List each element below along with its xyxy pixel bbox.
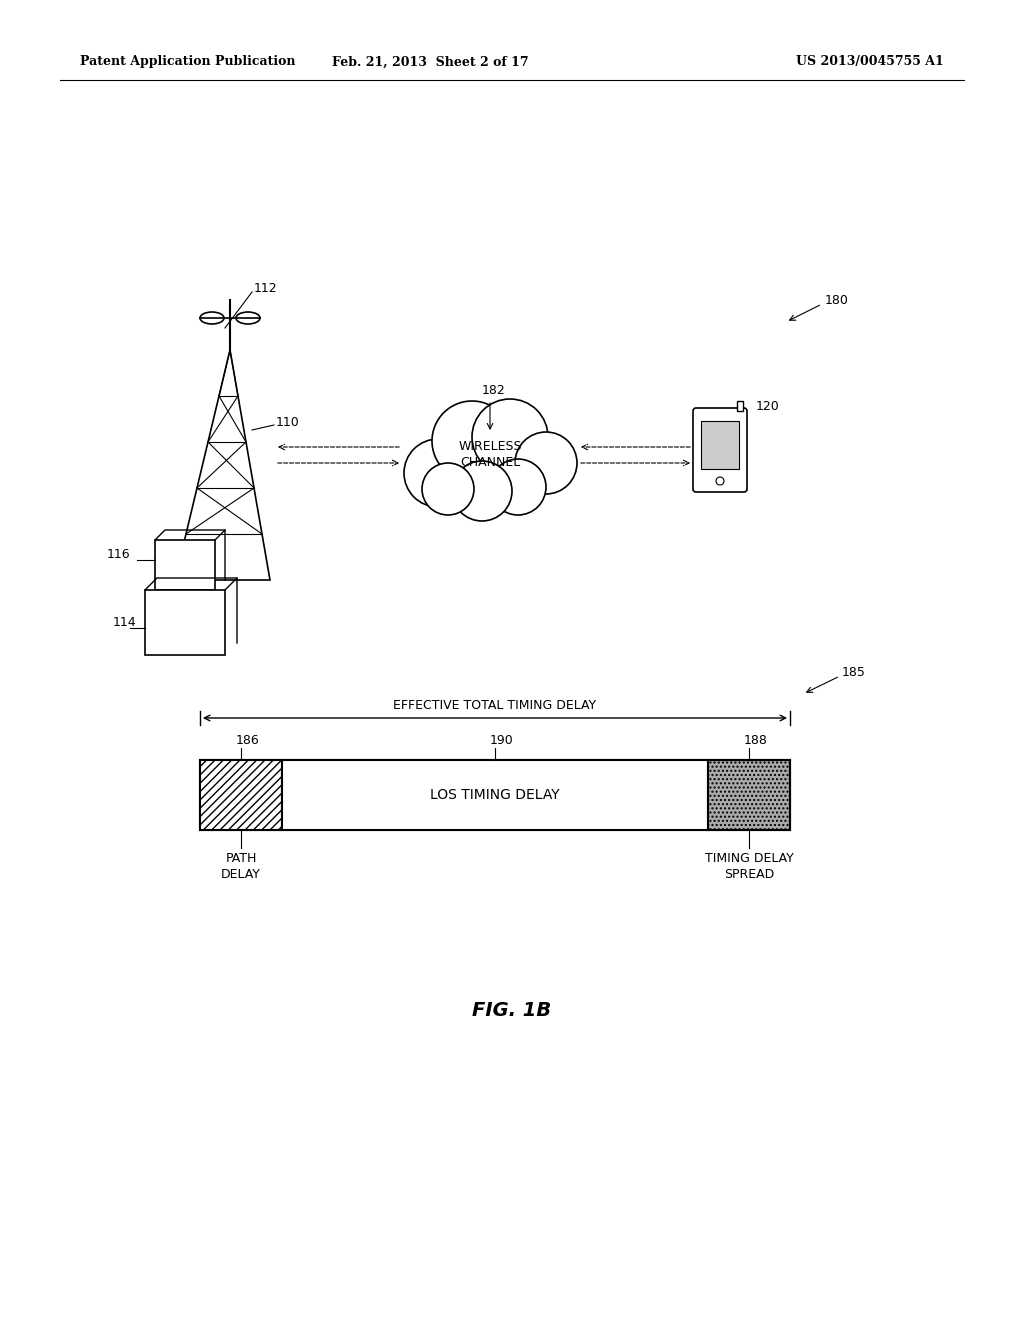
FancyBboxPatch shape [200, 760, 282, 830]
Text: WIRELESS: WIRELESS [459, 441, 522, 454]
Text: 116: 116 [106, 549, 131, 561]
Text: TIMING DELAY: TIMING DELAY [705, 851, 794, 865]
FancyBboxPatch shape [701, 421, 739, 469]
Text: 110: 110 [276, 416, 300, 429]
Circle shape [404, 440, 472, 507]
FancyBboxPatch shape [737, 401, 743, 411]
Text: 112: 112 [254, 281, 278, 294]
Circle shape [452, 461, 512, 521]
Text: LOS TIMING DELAY: LOS TIMING DELAY [430, 788, 560, 803]
Text: DELAY: DELAY [221, 869, 261, 880]
Text: 190: 190 [490, 734, 514, 747]
Circle shape [472, 399, 548, 475]
Circle shape [515, 432, 577, 494]
Circle shape [422, 463, 474, 515]
Text: 185: 185 [842, 665, 866, 678]
Text: 120: 120 [756, 400, 779, 412]
FancyBboxPatch shape [708, 760, 790, 830]
Circle shape [490, 459, 546, 515]
FancyBboxPatch shape [282, 760, 708, 830]
FancyBboxPatch shape [693, 408, 746, 492]
Circle shape [716, 477, 724, 484]
Text: Feb. 21, 2013  Sheet 2 of 17: Feb. 21, 2013 Sheet 2 of 17 [332, 55, 528, 69]
Text: 114: 114 [113, 616, 136, 630]
Text: US 2013/0045755 A1: US 2013/0045755 A1 [797, 55, 944, 69]
Text: EFFECTIVE TOTAL TIMING DELAY: EFFECTIVE TOTAL TIMING DELAY [393, 700, 597, 711]
FancyBboxPatch shape [155, 540, 215, 590]
Text: PATH: PATH [225, 851, 257, 865]
Ellipse shape [200, 312, 224, 323]
FancyBboxPatch shape [145, 590, 225, 655]
Text: SPREAD: SPREAD [724, 869, 774, 880]
FancyBboxPatch shape [200, 760, 790, 830]
Text: 180: 180 [825, 293, 849, 306]
Text: 186: 186 [236, 734, 260, 747]
Text: FIG. 1B: FIG. 1B [472, 1001, 552, 1019]
Circle shape [432, 401, 512, 480]
Text: 182: 182 [482, 384, 506, 396]
Ellipse shape [236, 312, 260, 323]
Text: CHANNEL: CHANNEL [460, 457, 520, 470]
Text: Patent Application Publication: Patent Application Publication [80, 55, 296, 69]
Text: 188: 188 [744, 734, 768, 747]
